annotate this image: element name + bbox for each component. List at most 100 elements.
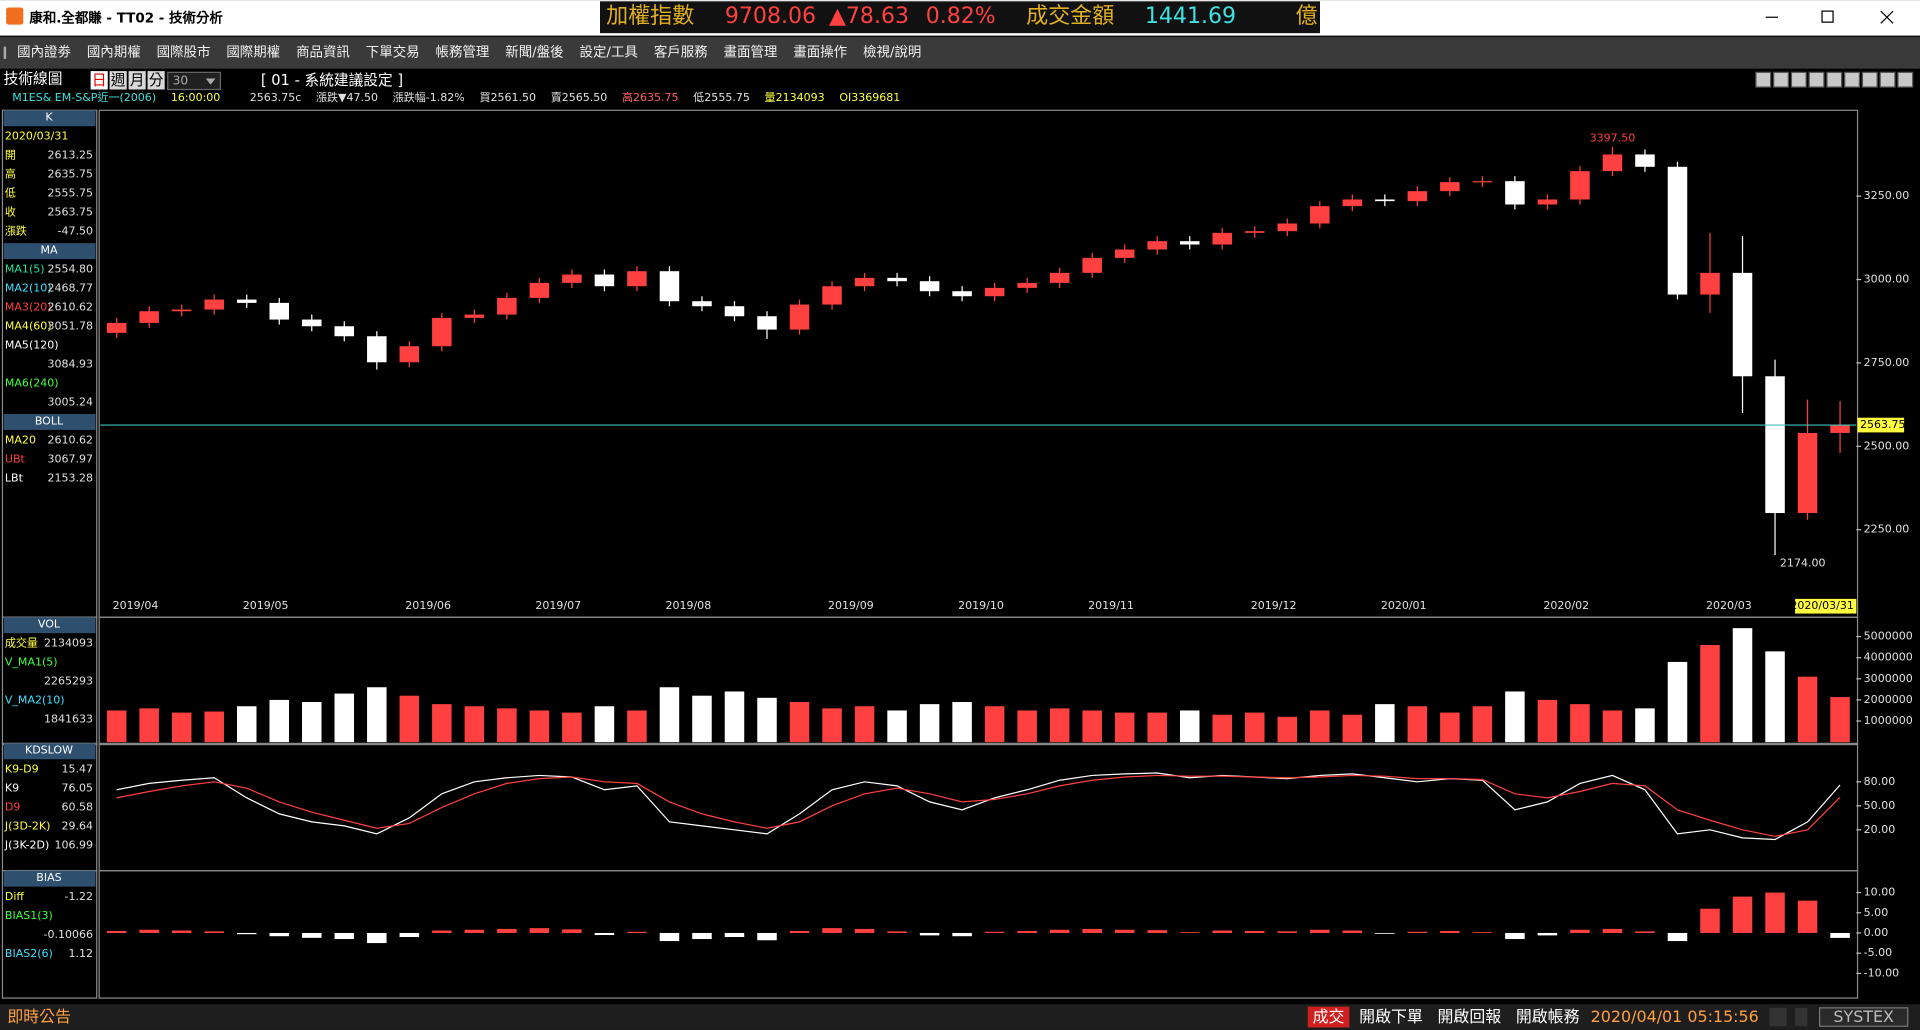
- bar: [464, 706, 485, 743]
- quote-field: 漲跌幅-1.82%: [393, 90, 465, 104]
- menu-item[interactable]: 客戶服務: [654, 44, 708, 61]
- y-tick-label: 3000.00: [1864, 273, 1910, 286]
- status-button[interactable]: [1354, 1006, 1428, 1028]
- menu-item[interactable]: 國內期權: [87, 45, 141, 61]
- panel-frame: [98, 870, 1859, 999]
- candle-body: [854, 277, 875, 287]
- bar: [139, 708, 159, 743]
- indicator-value: 2555.75: [47, 187, 93, 200]
- candle-body: [1602, 154, 1623, 172]
- panel-frame: [98, 616, 1859, 746]
- indicator-value: 3067.97: [47, 452, 93, 465]
- close-button[interactable]: [1880, 10, 1894, 24]
- quote-field: 賣2565.50: [551, 90, 608, 104]
- tool-icon[interactable]: [1755, 71, 1772, 88]
- section-header: [3, 413, 96, 430]
- period-button[interactable]: [128, 71, 146, 90]
- x-tick-label: 2019/07: [535, 599, 581, 612]
- indicator-label: UBt: [5, 452, 26, 465]
- candle-body: [1570, 171, 1590, 200]
- candle-body: [1212, 232, 1232, 245]
- bar: [1765, 892, 1785, 933]
- section-title: BIAS: [36, 871, 61, 884]
- bar: [1505, 932, 1525, 940]
- bar: [1830, 697, 1850, 743]
- indicator-label: 低: [5, 186, 16, 200]
- tool-icon[interactable]: [1773, 71, 1789, 88]
- tool-icon[interactable]: [1826, 71, 1843, 88]
- section-title: K: [45, 111, 53, 124]
- candle-body: [204, 299, 224, 310]
- tool-icon[interactable]: [1861, 71, 1878, 88]
- quote-field: 買2561.50: [479, 91, 536, 104]
- bar: [627, 710, 647, 743]
- status-button[interactable]: [1307, 1006, 1350, 1028]
- bar: [269, 932, 290, 937]
- restore-button[interactable]: [1821, 10, 1834, 23]
- status-button[interactable]: [1510, 1006, 1585, 1028]
- indicator-value: 1841633: [44, 712, 93, 725]
- candle-body: [1407, 191, 1428, 202]
- menu-item[interactable]: 國際股市: [157, 44, 211, 61]
- period-button[interactable]: [109, 71, 127, 90]
- status-bar: [0, 1004, 1920, 1030]
- menu-item[interactable]: 畫面操作: [793, 45, 847, 61]
- index-change-pct: 0.82%: [926, 4, 996, 29]
- menu-item[interactable]: 新聞/盤後: [505, 45, 563, 61]
- bar: [1147, 930, 1167, 933]
- bar: [562, 712, 582, 743]
- indicator-label: D9: [5, 801, 21, 814]
- menu-item[interactable]: 畫面管理: [724, 44, 778, 61]
- brand: SYSTEX: [1833, 1007, 1894, 1026]
- candle-body: [1310, 206, 1330, 224]
- quote-field: 漲跌▼47.50: [316, 90, 378, 104]
- bar: [659, 687, 680, 743]
- tool-icon[interactable]: [1790, 71, 1807, 88]
- bar: [1245, 712, 1265, 743]
- bar: [1765, 651, 1785, 743]
- bar: [497, 708, 517, 743]
- indicator-label: K9: [5, 782, 19, 795]
- bar: [1082, 928, 1102, 933]
- period-button[interactable]: [90, 71, 108, 90]
- y-tick-label: 1000000: [1864, 714, 1913, 727]
- menu-item[interactable]: 國際期權: [226, 45, 280, 61]
- bar: [1472, 706, 1493, 743]
- tool-icon[interactable]: [1897, 71, 1914, 88]
- menu-item[interactable]: 下單交易: [366, 44, 420, 61]
- period-label: 日: [92, 72, 107, 89]
- indicator-label: MA4(60): [5, 319, 52, 332]
- charts: 2250.00 2500.00 2750.00 3000.00 3250.00 2019/…: [1, 109, 1913, 999]
- period-button[interactable]: [147, 71, 165, 90]
- bar: [1537, 932, 1558, 936]
- menu-item[interactable]: 設定/工具: [580, 45, 638, 61]
- status-button[interactable]: [1432, 1006, 1507, 1028]
- interval-value: 30: [173, 73, 189, 87]
- x-tick-label: 2019/05: [243, 599, 289, 612]
- indicator-value: -47.50: [58, 225, 94, 238]
- y-tick-label: 5000000: [1864, 630, 1913, 643]
- candle-body: [1147, 241, 1167, 250]
- menu: 國內證劵 國內期權 國際股市 國際期權 商品資訊 下單交易 帳務管理 新聞/盤後 設定/工具 客戶…: [3, 44, 921, 61]
- indicator-label: V_MA2(10): [5, 694, 65, 707]
- status-buttons: 成交 開啟下單 開啟回報 開啟帳務: [1307, 1006, 1585, 1028]
- bar: [1797, 900, 1818, 933]
- status-button-label: 成交: [1313, 1007, 1345, 1026]
- indicator-value: 2635.75: [47, 168, 93, 181]
- menu-item[interactable]: 國內證劵: [17, 44, 71, 61]
- tool-icon[interactable]: [1844, 71, 1860, 88]
- indicator-label: MA3(20): [5, 300, 52, 313]
- bar: [887, 931, 907, 933]
- notice[interactable]: 即時公告: [7, 1007, 71, 1026]
- menu-item[interactable]: 商品資訊: [296, 45, 350, 61]
- bar: [1114, 712, 1135, 743]
- menu-item[interactable]: 帳務管理: [436, 44, 490, 61]
- index-value: 9708.06: [725, 4, 816, 29]
- candle-body: [1537, 199, 1558, 205]
- interval-box[interactable]: [167, 71, 222, 91]
- tool-icon[interactable]: [1808, 71, 1825, 88]
- menu-item[interactable]: 檢視/說明: [863, 44, 921, 61]
- tool-icon[interactable]: [1879, 71, 1896, 88]
- candle-body: [822, 286, 842, 305]
